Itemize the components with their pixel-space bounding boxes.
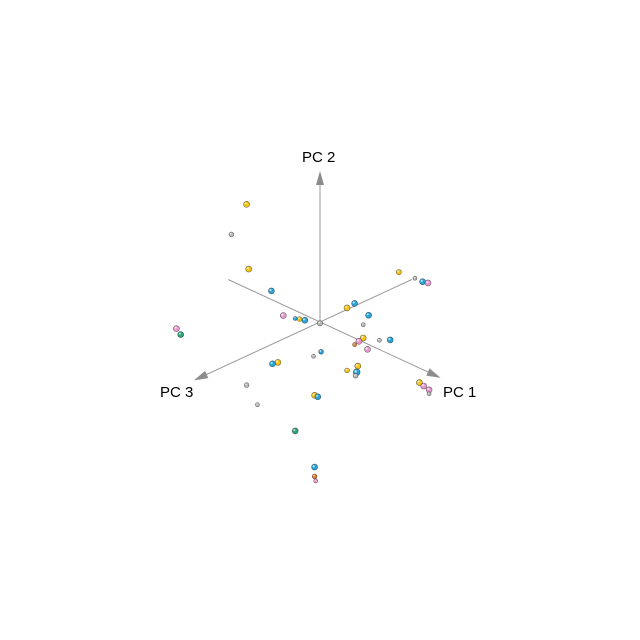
data-point xyxy=(377,337,382,343)
data-point xyxy=(351,300,358,307)
data-point xyxy=(424,279,432,287)
pc2-axis-label: PC 2 xyxy=(302,149,335,166)
data-point xyxy=(243,382,250,388)
data-point xyxy=(269,360,276,368)
data-points xyxy=(173,201,433,484)
data-point xyxy=(279,312,287,319)
data-point xyxy=(317,320,323,327)
data-point xyxy=(311,353,316,359)
data-point xyxy=(343,304,351,312)
pc1-axis-line xyxy=(227,279,440,378)
data-point xyxy=(360,322,366,328)
pc2-axis-arrow xyxy=(316,171,324,186)
data-point xyxy=(311,473,318,480)
data-point xyxy=(352,373,359,379)
data-point xyxy=(318,349,324,355)
data-point xyxy=(412,275,418,281)
pc3-axis-line xyxy=(195,279,413,380)
data-point xyxy=(228,231,235,238)
data-point xyxy=(416,379,423,386)
axes xyxy=(193,171,441,381)
pc3-axis-arrow xyxy=(193,370,209,381)
data-point xyxy=(173,325,180,332)
data-point xyxy=(313,478,319,484)
data-point xyxy=(268,287,275,295)
data-point xyxy=(359,334,367,342)
data-point xyxy=(255,402,260,408)
data-point xyxy=(354,362,362,370)
data-point xyxy=(426,391,432,397)
data-point xyxy=(364,345,371,353)
data-point xyxy=(301,316,309,324)
data-point xyxy=(395,269,402,275)
axis-labels: PC 1 PC 2 PC 3 xyxy=(160,149,476,401)
data-point xyxy=(243,201,250,208)
data-point xyxy=(296,316,303,322)
data-point xyxy=(292,316,298,321)
pc1-axis-label: PC 1 xyxy=(443,384,476,401)
data-point xyxy=(311,463,318,471)
data-point xyxy=(314,393,322,401)
data-point xyxy=(419,278,426,286)
pc1-axis-arrow xyxy=(426,368,441,378)
pc3-axis-label: PC 3 xyxy=(160,384,193,401)
data-point xyxy=(245,265,252,273)
data-point xyxy=(291,427,299,435)
data-point xyxy=(344,367,350,374)
data-point xyxy=(365,311,372,319)
data-point xyxy=(355,337,363,345)
data-point xyxy=(177,331,184,338)
data-point xyxy=(420,382,428,390)
data-point xyxy=(386,336,394,344)
data-point xyxy=(352,342,357,347)
data-point xyxy=(274,359,282,366)
